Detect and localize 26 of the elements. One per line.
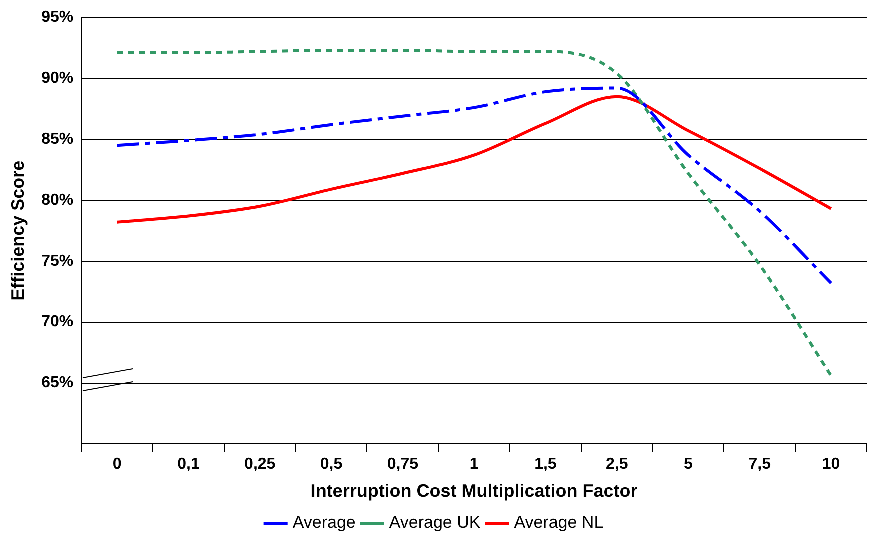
x-tick-label: 10	[822, 456, 840, 474]
line-series	[116, 95, 833, 224]
y-tick-label: 75%	[42, 252, 74, 270]
y-tick-label: 85%	[42, 130, 74, 148]
line-series	[116, 86, 833, 285]
y-tick-label: 90%	[42, 70, 74, 87]
x-axis-title: Interruption Cost Multiplication Factor	[310, 481, 638, 502]
x-tick-label: 2,5	[606, 456, 628, 474]
y-tick-label: 70%	[42, 314, 74, 331]
x-tick-label: 0,25	[244, 456, 276, 474]
x-tick-label: 7,5	[748, 456, 772, 474]
y-tick-label: 80%	[42, 192, 74, 209]
y-axis-title: Efficiency Score	[8, 160, 28, 301]
x-tick-label: 0,1	[178, 456, 200, 474]
legend-label: Average NL	[514, 513, 604, 532]
legend-label: Average UK	[389, 513, 482, 532]
line-series	[116, 49, 833, 378]
x-tick-label: 0,5	[320, 456, 343, 474]
x-tick-label: 0	[112, 456, 122, 474]
x-tick-label: 1,5	[534, 456, 557, 474]
y-tick-label: 65%	[42, 374, 74, 392]
y-tick-label: 95%	[42, 9, 74, 26]
x-tick-label: 5	[684, 456, 694, 474]
x-tick-label: 1	[470, 456, 479, 474]
legend-label: Average	[292, 513, 356, 532]
x-tick-label: 0,75	[387, 456, 419, 474]
